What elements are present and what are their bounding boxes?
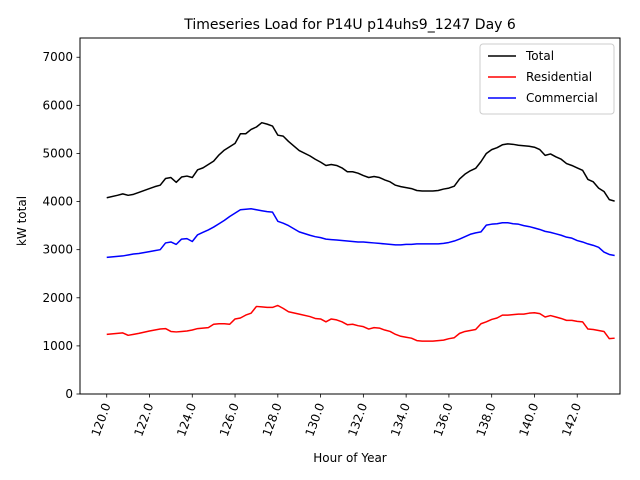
x-axis-label: Hour of Year: [313, 451, 387, 465]
legend-label-total: Total: [525, 49, 554, 63]
y-tick-label: 0: [65, 387, 73, 401]
y-tick-label: 3000: [42, 243, 73, 257]
y-tick-label: 4000: [42, 195, 73, 209]
chart-title: Timeseries Load for P14U p14uhs9_1247 Da…: [183, 17, 516, 33]
axes-frame: [79, 37, 621, 395]
series-line-commercial: [106, 208, 615, 259]
y-tick-label: 2000: [42, 291, 73, 305]
y-tick-label: 7000: [42, 50, 73, 64]
y-axis-label: kW total: [15, 196, 29, 246]
y-tick-label: 6000: [42, 98, 73, 112]
y-tick-label: 1000: [42, 339, 73, 353]
series-line-total: [106, 121, 615, 202]
y-tick-label: 5000: [42, 146, 73, 160]
legend-label-residential: Residential: [526, 70, 592, 84]
legend: Total Residential Commercial: [479, 43, 615, 115]
legend-label-commercial: Commercial: [526, 91, 598, 105]
series-line-residential: [106, 304, 615, 342]
legend-box: [479, 43, 615, 115]
